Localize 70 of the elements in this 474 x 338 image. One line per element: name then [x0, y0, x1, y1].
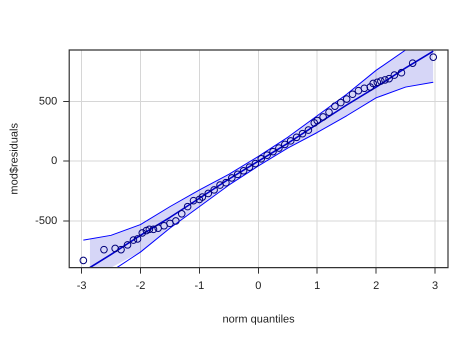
- point: [360, 84, 368, 92]
- point: [331, 102, 339, 110]
- point: [298, 130, 306, 138]
- point: [166, 220, 174, 228]
- point: [246, 163, 254, 171]
- point: [390, 71, 398, 79]
- point: [374, 78, 382, 86]
- point: [348, 90, 356, 98]
- x-tick-label: 0: [255, 280, 262, 292]
- point: [124, 241, 132, 249]
- point: [336, 98, 345, 106]
- point: [222, 178, 230, 187]
- point: [398, 68, 406, 77]
- point: [342, 95, 350, 103]
- point: [408, 59, 416, 67]
- point: [281, 140, 289, 148]
- point: [325, 108, 333, 116]
- point: [204, 190, 212, 198]
- point: [354, 86, 362, 94]
- point: [319, 113, 327, 121]
- y-tick-label: 500: [38, 95, 58, 108]
- point: [172, 217, 180, 225]
- point: [210, 186, 218, 194]
- point: [130, 236, 138, 244]
- y-tick-label: 0: [51, 155, 58, 168]
- point: [80, 256, 88, 264]
- x-tick-label: 3: [432, 280, 438, 292]
- point: [313, 116, 322, 124]
- point: [310, 119, 318, 127]
- point: [385, 74, 393, 82]
- point: [111, 244, 119, 252]
- point: [138, 229, 146, 237]
- point: [377, 77, 385, 85]
- point: [369, 80, 377, 88]
- x-tick-label: -2: [136, 280, 146, 292]
- point: [178, 210, 186, 218]
- point: [257, 155, 266, 163]
- point: [304, 126, 312, 134]
- point: [366, 83, 374, 91]
- x-tick-label: 2: [373, 280, 380, 292]
- point: [286, 137, 295, 145]
- point: [269, 148, 277, 156]
- point: [196, 196, 204, 204]
- point: [381, 76, 389, 84]
- point: [234, 170, 242, 178]
- point: [134, 235, 142, 243]
- x-axis-title: norm quantiles: [222, 313, 296, 326]
- point: [154, 224, 162, 232]
- point: [240, 166, 248, 175]
- point: [429, 53, 438, 61]
- point: [216, 181, 224, 189]
- point: [228, 174, 236, 182]
- point: [150, 226, 158, 234]
- point: [184, 202, 192, 210]
- x-tick-label: -1: [194, 280, 204, 292]
- point: [146, 226, 154, 234]
- y-tick-label: -500: [35, 215, 58, 228]
- x-tick-label: -3: [76, 280, 86, 292]
- point: [100, 246, 108, 254]
- point: [292, 133, 300, 142]
- point: [160, 222, 168, 230]
- y-axis-title: mod$residuals: [8, 122, 21, 195]
- point: [252, 160, 260, 168]
- point: [190, 196, 198, 204]
- point: [117, 246, 125, 254]
- point: [198, 193, 206, 201]
- point: [142, 226, 150, 234]
- x-tick-label: 1: [314, 280, 320, 292]
- point: [275, 144, 283, 152]
- point: [263, 151, 271, 160]
